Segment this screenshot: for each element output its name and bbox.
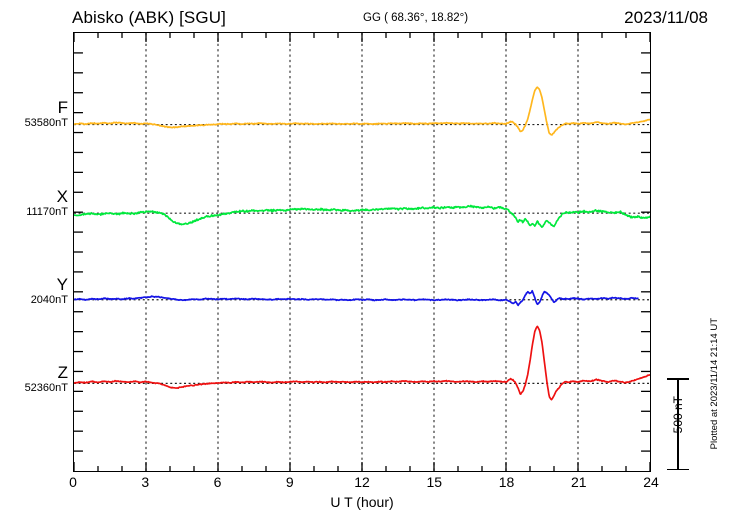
trace-x (74, 204, 650, 228)
scale-bar-label: 500 nT (671, 396, 685, 434)
trace-f (74, 86, 650, 136)
scale-bar-bottom-cap (667, 468, 689, 470)
channel-baseline-z: 52360nT (24, 381, 68, 394)
channel-letter-x: X (56, 187, 68, 206)
geographic-coordinates: GG ( 68.36°, 18.82°) (363, 12, 469, 24)
observation-date: 2023/11/08 (624, 8, 708, 27)
x-tick-12: 12 (354, 474, 370, 490)
amplitude-scale-bar (667, 378, 689, 470)
magnetogram-plot-area (73, 32, 651, 472)
trace-y (74, 289, 639, 307)
channel-label-z: Z 52360nT (4, 364, 68, 394)
scale-bar-stem (677, 378, 679, 470)
plot-gridlines (74, 33, 650, 471)
plotted-at-timestamp: Plotted at 2023/11/14 21:14 UT (709, 318, 720, 450)
x-tick-24: 24 (643, 474, 659, 490)
channel-baseline-x: 11170nT (26, 205, 68, 218)
x-tick-6: 6 (213, 474, 222, 490)
x-tick-9: 9 (285, 474, 294, 490)
x-tick-3: 3 (141, 474, 150, 490)
station-title: Abisko (ABK) [SGU] (72, 8, 226, 27)
x-tick-0: 0 (69, 474, 77, 490)
channel-baseline-y: 2040nT (30, 293, 68, 306)
channel-label-x: X 11170nT (4, 188, 68, 218)
channel-letter-z: Z (57, 363, 68, 382)
channel-baseline-f: 53580nT (24, 116, 68, 129)
trace-z (74, 325, 650, 401)
x-tick-18: 18 (498, 474, 515, 490)
channel-letter-f: F (57, 98, 68, 117)
x-tick-15: 15 (426, 474, 443, 490)
plot-traces (74, 86, 650, 401)
channel-letter-y: Y (56, 275, 68, 294)
x-axis-title: U T (hour) (330, 494, 394, 510)
channel-label-f: F 53580nT (4, 99, 68, 129)
channel-label-y: Y 2040nT (4, 276, 68, 306)
x-tick-21: 21 (570, 474, 587, 490)
x-axis-tick-labels: 0 3 6 9 12 15 18 21 24 (69, 474, 659, 494)
